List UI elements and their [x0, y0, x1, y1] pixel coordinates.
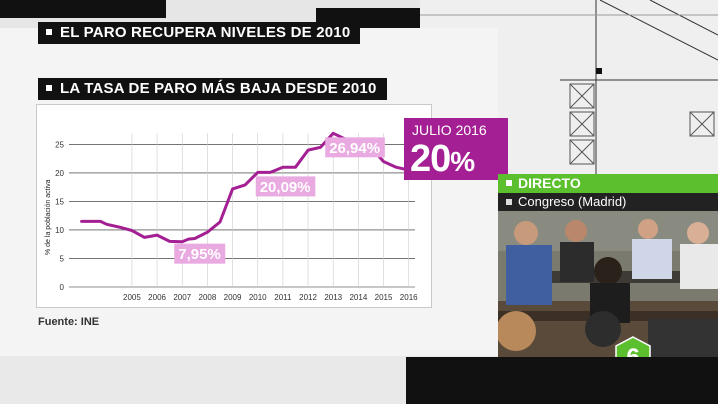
video-scene-image [498, 211, 718, 357]
bullet-square-icon [46, 85, 52, 92]
data-label: 26,94% [329, 140, 380, 157]
x-tick-label: 2005 [123, 293, 141, 302]
y-tick-label: 20 [55, 169, 64, 178]
x-tick-label: 2016 [400, 293, 418, 302]
data-label: 20,09% [260, 179, 311, 196]
data-label-bg [255, 176, 316, 197]
x-axis-ticks: 2005 2006 2007 2008 2009 2010 2011 2012 2013 2014… [123, 293, 418, 302]
live-badge: DIRECTO [498, 174, 718, 193]
chart-grid [69, 133, 415, 288]
y-tick-label: 0 [60, 283, 65, 292]
y-tick-label: 10 [55, 226, 64, 235]
unemployment-chart: 0 5 10 15 20 25 2005 2006 2007 2008 2009 2010 2011 2… [36, 104, 432, 308]
x-tick-label: 2012 [299, 293, 317, 302]
x-tick-label: 2011 [274, 293, 292, 302]
location-bar: Congreso (Madrid) [498, 193, 718, 211]
bullet-square-icon [506, 198, 512, 205]
y-tick-label: 15 [55, 197, 64, 206]
x-tick-label: 2006 [148, 293, 166, 302]
data-label-bg [174, 243, 226, 264]
live-video-feed [498, 211, 718, 357]
top-black-bar [0, 0, 166, 18]
current-rate-box: JULIO 2016 20% [404, 118, 508, 180]
subheadline-text: LA TASA DE PARO MÁS BAJA DESDE 2010 [60, 80, 377, 97]
subheadline-bar: LA TASA DE PARO MÁS BAJA DESDE 2010 [38, 78, 387, 100]
x-tick-label: 2009 [224, 293, 242, 302]
y-axis-ticks: 0 5 10 15 20 25 [55, 140, 64, 292]
current-rate-unit: % [450, 146, 475, 177]
chart-annotations: 7,95% 20,09% 26,94% [174, 137, 385, 264]
y-tick-label: 5 [60, 254, 65, 263]
data-label: 7,95% [178, 246, 221, 263]
x-tick-label: 2014 [349, 293, 367, 302]
y-axis-label: % de la población activa [45, 179, 52, 255]
live-label: DIRECTO [518, 175, 581, 191]
current-rate-number: 20 [410, 138, 451, 180]
current-rate-label: JULIO 2016 [412, 122, 487, 138]
data-label-bg [325, 137, 385, 158]
x-tick-label: 2015 [375, 293, 393, 302]
source-label: Fuente: INE [38, 316, 100, 328]
x-tick-label: 2007 [173, 293, 191, 302]
headline-text: EL PARO RECUPERA NIVELES DE 2010 [60, 24, 351, 41]
bullet-square-icon [46, 29, 52, 36]
headline-bar: EL PARO RECUPERA NIVELES DE 2010 [38, 22, 361, 44]
location-text: Congreso (Madrid) [518, 194, 627, 209]
x-tick-label: 2008 [199, 293, 217, 302]
x-tick-label: 2010 [249, 293, 267, 302]
x-tick-label: 2013 [324, 293, 342, 302]
y-tick-label: 25 [55, 140, 64, 149]
bullet-square-icon [506, 180, 512, 187]
bottom-black-bar [406, 357, 718, 404]
current-rate-value: 20% [410, 138, 475, 181]
